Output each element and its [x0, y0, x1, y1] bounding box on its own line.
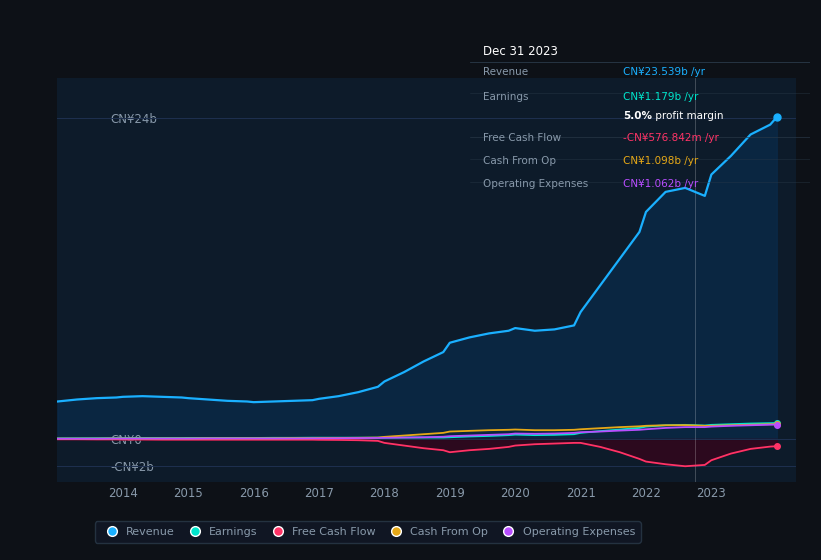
- Text: Cash From Op: Cash From Op: [484, 156, 557, 166]
- Text: profit margin: profit margin: [652, 111, 723, 121]
- Text: 5.0%: 5.0%: [623, 111, 652, 121]
- Text: Dec 31 2023: Dec 31 2023: [484, 45, 558, 58]
- Text: Free Cash Flow: Free Cash Flow: [484, 133, 562, 143]
- Text: CN¥1.179b /yr: CN¥1.179b /yr: [623, 92, 699, 102]
- Text: Earnings: Earnings: [484, 92, 529, 102]
- Text: Operating Expenses: Operating Expenses: [484, 179, 589, 189]
- Legend: Revenue, Earnings, Free Cash Flow, Cash From Op, Operating Expenses: Revenue, Earnings, Free Cash Flow, Cash …: [95, 521, 640, 543]
- Text: CN¥1.098b /yr: CN¥1.098b /yr: [623, 156, 698, 166]
- Text: -CN¥576.842m /yr: -CN¥576.842m /yr: [623, 133, 719, 143]
- Text: CN¥23.539b /yr: CN¥23.539b /yr: [623, 67, 705, 77]
- Text: Revenue: Revenue: [484, 67, 529, 77]
- Text: CN¥1.062b /yr: CN¥1.062b /yr: [623, 179, 698, 189]
